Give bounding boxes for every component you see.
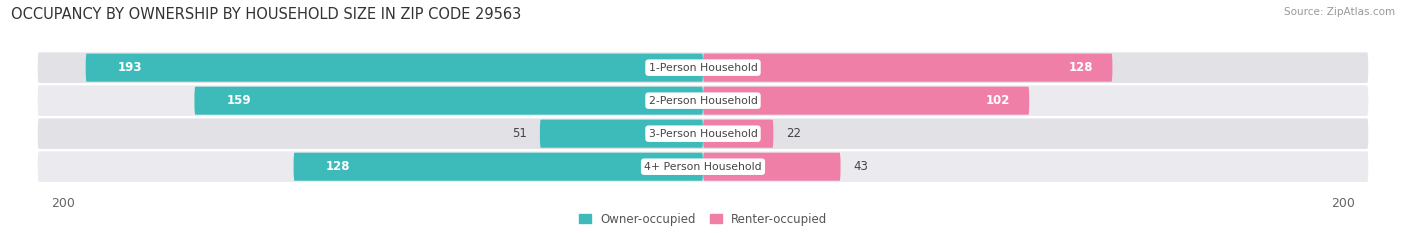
Text: 193: 193 (118, 61, 142, 74)
Text: 51: 51 (512, 127, 527, 140)
FancyBboxPatch shape (540, 120, 703, 148)
FancyBboxPatch shape (703, 54, 1112, 82)
Text: 22: 22 (786, 127, 801, 140)
Text: 2-Person Household: 2-Person Household (648, 96, 758, 106)
FancyBboxPatch shape (38, 86, 1368, 116)
FancyBboxPatch shape (38, 52, 1368, 83)
FancyBboxPatch shape (703, 153, 841, 181)
Text: 128: 128 (1069, 61, 1094, 74)
FancyBboxPatch shape (703, 120, 773, 148)
Text: Source: ZipAtlas.com: Source: ZipAtlas.com (1284, 7, 1395, 17)
FancyBboxPatch shape (38, 118, 1368, 149)
Text: 102: 102 (986, 94, 1010, 107)
Text: 159: 159 (226, 94, 252, 107)
FancyBboxPatch shape (194, 87, 703, 115)
Text: 128: 128 (326, 160, 350, 173)
Text: 4+ Person Household: 4+ Person Household (644, 162, 762, 172)
Legend: Owner-occupied, Renter-occupied: Owner-occupied, Renter-occupied (579, 212, 827, 226)
FancyBboxPatch shape (703, 87, 1029, 115)
Text: 3-Person Household: 3-Person Household (648, 129, 758, 139)
Text: OCCUPANCY BY OWNERSHIP BY HOUSEHOLD SIZE IN ZIP CODE 29563: OCCUPANCY BY OWNERSHIP BY HOUSEHOLD SIZE… (11, 7, 522, 22)
Text: 43: 43 (853, 160, 868, 173)
FancyBboxPatch shape (294, 153, 703, 181)
FancyBboxPatch shape (38, 151, 1368, 182)
Text: 1-Person Household: 1-Person Household (648, 63, 758, 73)
FancyBboxPatch shape (86, 54, 703, 82)
